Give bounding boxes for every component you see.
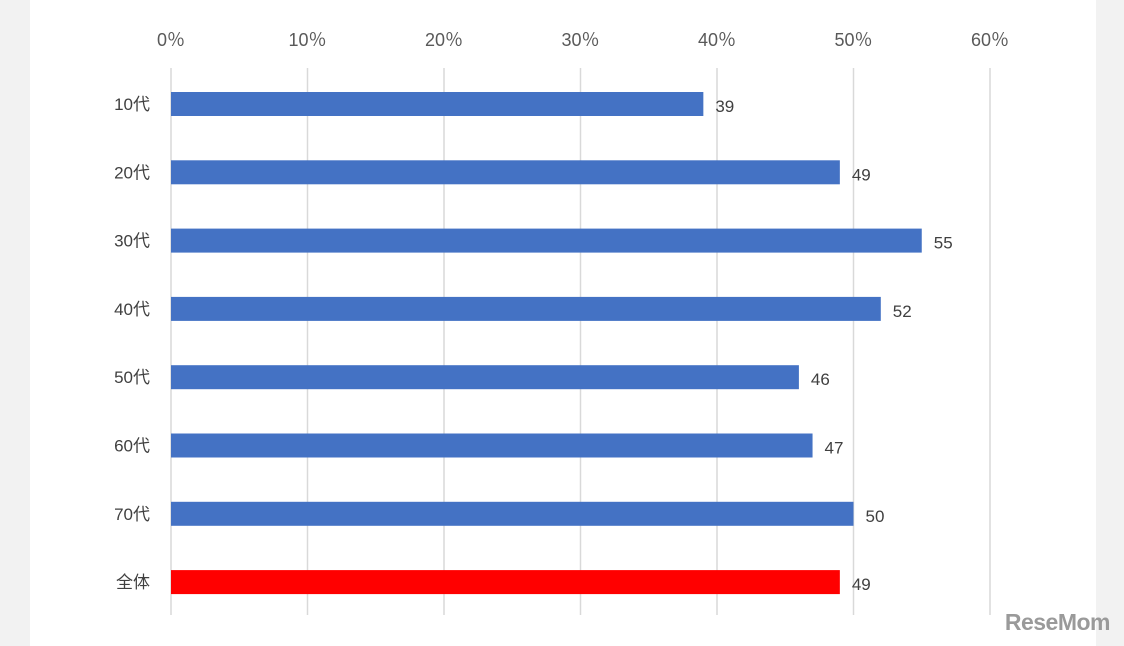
category-label: 70代	[114, 505, 150, 524]
bar	[171, 160, 840, 185]
value-label: 49	[852, 575, 871, 594]
category-label: 60代	[114, 437, 150, 456]
x-tick-label: 30％	[561, 30, 599, 50]
bar	[171, 433, 813, 458]
value-label: 39	[715, 97, 734, 116]
category-label: 全体	[116, 573, 150, 592]
bar	[171, 296, 881, 321]
gridlines	[170, 68, 991, 615]
chart-panel: 0％ 10％ 20％ 30％ 40％ 50％ 60％ 10代 20代 30代 40代 50代 60代 7…	[30, 0, 1096, 646]
value-label: 50	[866, 507, 885, 526]
bars	[171, 92, 922, 595]
value-label: 47	[825, 439, 844, 458]
x-tick-label: 0％	[157, 30, 185, 50]
value-label: 55	[934, 234, 953, 253]
value-label: 49	[852, 165, 871, 184]
x-tick-label: 60％	[971, 30, 1009, 50]
x-tick-label: 40％	[698, 30, 736, 50]
bar	[171, 228, 922, 253]
category-label: 50代	[114, 368, 150, 387]
category-label: 30代	[114, 232, 150, 251]
bar-chart: 0％ 10％ 20％ 30％ 40％ 50％ 60％ 10代 20代 30代 40代 50代 60代 7…	[114, 30, 1009, 615]
x-tick-labels: 0％ 10％ 20％ 30％ 40％ 50％ 60％	[157, 30, 1009, 50]
resemom-logo: ReseMom	[1004, 609, 1111, 635]
value-label: 46	[811, 370, 830, 389]
x-tick-label: 20％	[425, 30, 463, 50]
bar	[171, 570, 840, 595]
category-label: 40代	[114, 300, 150, 319]
value-labels: 39 49 55 52 46 47 50 49	[715, 97, 952, 594]
x-tick-label: 50％	[834, 30, 872, 50]
x-tick-label: 10％	[288, 30, 326, 50]
bar	[171, 92, 704, 116]
bar	[171, 365, 799, 390]
value-label: 52	[893, 302, 912, 321]
bar	[171, 501, 854, 526]
category-label: 10代	[114, 95, 150, 114]
category-label: 20代	[114, 163, 150, 182]
